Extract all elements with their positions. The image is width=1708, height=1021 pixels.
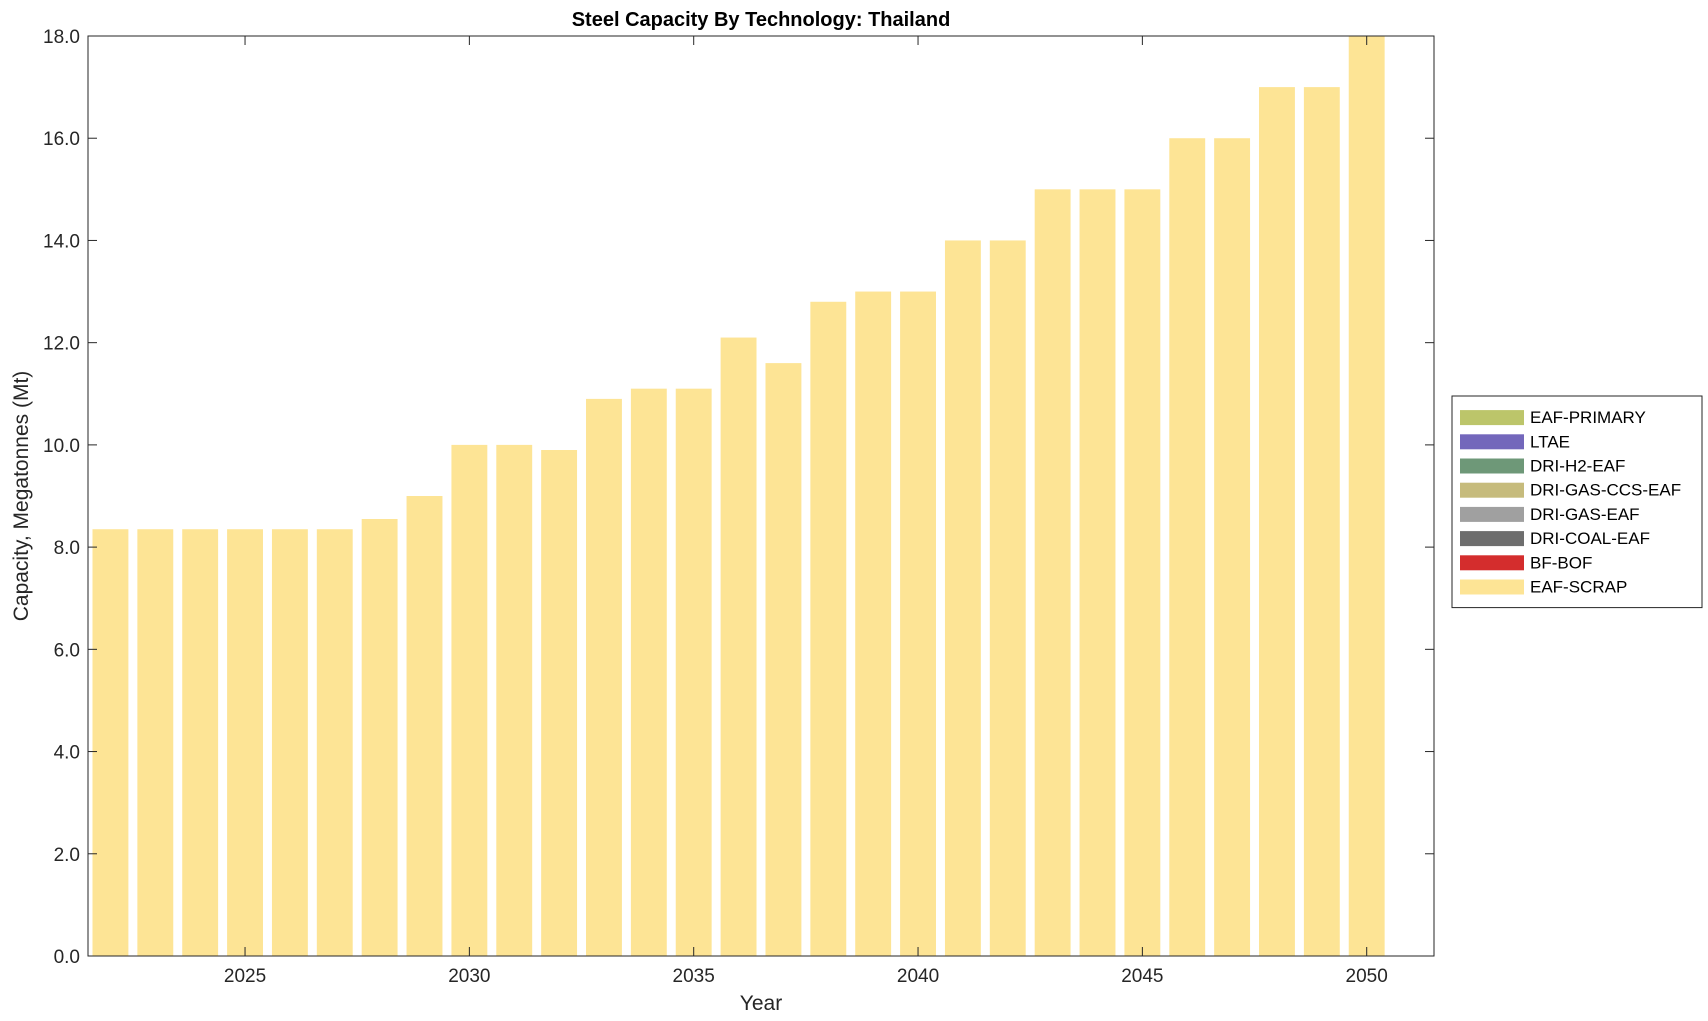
chart-title: Steel Capacity By Technology: Thailand [572,9,951,31]
x-tick-label: 2050 [1346,966,1388,987]
bar-eaf-scrap-2032 [541,450,578,956]
x-tick-label: 2035 [673,966,715,987]
x-tick-label: 2030 [448,966,490,987]
bar-eaf-scrap-2022 [92,529,129,956]
legend-swatch [1460,579,1524,595]
bar-eaf-scrap-2024 [182,529,219,956]
legend-label: BF-BOF [1530,553,1592,572]
bar-eaf-scrap-2037 [765,363,802,957]
bar-eaf-scrap-2033 [586,398,622,956]
bar-eaf-scrap-2023 [137,529,174,956]
y-tick-label: 4.0 [54,743,80,764]
bar-eaf-scrap-2036 [720,337,757,956]
legend-label: LTAE [1530,432,1570,451]
y-tick-label: 2.0 [54,845,80,866]
bar-eaf-scrap-2042 [989,240,1026,956]
bar-eaf-scrap-2046 [1169,138,1206,956]
legend-label: DRI-GAS-EAF [1530,505,1640,524]
y-tick-label: 12.0 [43,334,80,355]
bar-eaf-scrap-2047 [1214,138,1251,956]
x-tick-label: 2025 [224,966,266,987]
legend: EAF-PRIMARY LTAE DRI-H2-EAF DRI-GAS-CCS-EAF… [1451,395,1703,609]
bar-eaf-scrap-2030 [451,444,488,956]
plot-area [88,36,1434,956]
legend-swatch [1460,410,1524,426]
legend-label: EAF-PRIMARY [1530,408,1646,427]
legend-label: DRI-COAL-EAF [1530,529,1650,548]
y-tick-label: 6.0 [54,640,80,661]
legend-swatch [1460,555,1524,571]
bar-eaf-scrap-2025 [227,529,263,956]
bar-eaf-scrap-2026 [271,529,308,956]
bar-eaf-scrap-2031 [496,444,533,956]
legend-swatch [1460,434,1524,450]
legend-swatch [1460,531,1524,547]
x-tick-label: 2040 [897,966,939,987]
bar-eaf-scrap-2040 [900,291,936,956]
y-axis-title: Capacity, Megatonnes (Mt) [10,371,33,622]
bar-eaf-scrap-2029 [406,496,443,956]
y-tick-label: 10.0 [43,436,80,457]
legend-label: EAF-SCRAP [1530,578,1627,597]
bar-eaf-scrap-2050 [1348,36,1385,956]
bar-eaf-scrap-2041 [944,240,981,956]
legend-swatch [1460,482,1524,498]
legend-swatch [1460,458,1524,474]
bar-eaf-scrap-2028 [361,519,398,956]
bars-group [92,36,1385,957]
legend-swatch [1460,506,1524,522]
y-tick-label: 18.0 [43,27,80,48]
bar-eaf-scrap-2039 [855,291,892,956]
bar-eaf-scrap-2035 [675,388,712,957]
x-tick-label: 2045 [1121,966,1163,987]
legend-label: DRI-GAS-CCS-EAF [1530,481,1681,500]
bar-eaf-scrap-2043 [1034,189,1071,957]
plot-frame [87,35,1435,957]
y-tick-label: 0.0 [54,947,80,968]
legend-box [1451,395,1703,609]
legend-label: DRI-H2-EAF [1530,457,1625,476]
bar-eaf-scrap-2034 [630,388,667,957]
y-tick-label: 8.0 [54,538,80,559]
bar-eaf-scrap-2049 [1303,87,1340,957]
bar-eaf-scrap-2048 [1259,87,1295,957]
axis-ticks [88,35,1434,957]
bar-eaf-scrap-2044 [1079,189,1116,957]
tick-labels: 2025 2030 2035 2040 2045 2050 0.0 2.0 4.0 6.0 8.0 1… [43,27,1388,987]
y-tick-label: 16.0 [43,129,80,150]
bar-eaf-scrap-2027 [316,529,353,956]
y-tick-label: 14.0 [43,231,80,252]
bar-eaf-scrap-2038 [810,301,847,956]
x-axis-title: Year [740,992,782,1015]
bar-eaf-scrap-2045 [1124,189,1161,957]
